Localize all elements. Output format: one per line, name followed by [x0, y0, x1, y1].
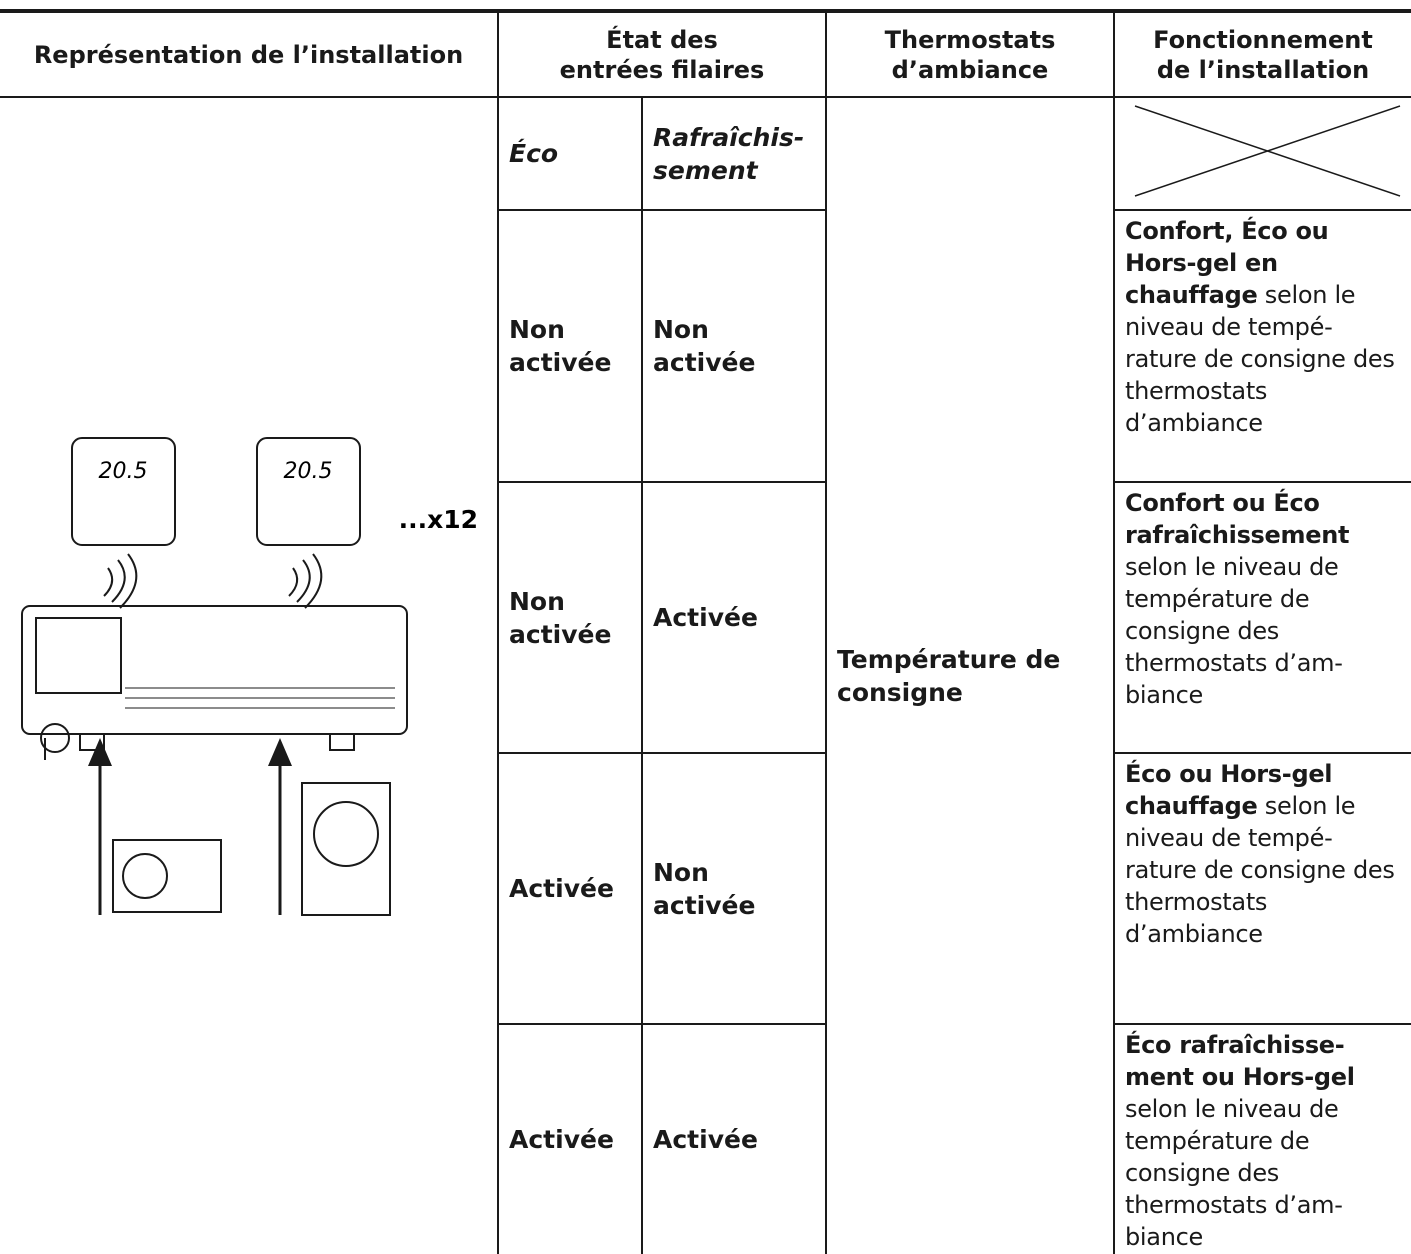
cell-text: Non activée: [653, 315, 756, 377]
rule: [497, 1023, 827, 1025]
rule: [497, 11, 499, 1254]
operation-bold: Éco rafraîchisse-ment ou Hors-gel: [1125, 1031, 1355, 1091]
cell-text: Activée: [653, 1125, 758, 1154]
cell-text: Activée: [653, 603, 758, 632]
rule: [497, 752, 827, 754]
cell-text: Activée: [509, 874, 614, 903]
header-text: Thermostats d’ambiance: [884, 25, 1056, 84]
rule: [0, 96, 1411, 98]
rule: [497, 209, 827, 211]
cell-text: Non activée: [653, 857, 756, 920]
cooling-cell: Activée: [643, 1025, 825, 1254]
subheader-text: Rafraîchis-sement: [653, 122, 805, 185]
subheader-cell: Éco: [499, 98, 641, 209]
rule: [497, 481, 827, 483]
subheader-text: Éco: [509, 139, 559, 168]
operation-text: selon le niveau de tempé-rature de consi…: [1125, 281, 1395, 437]
header-text: État des entrées filaires: [559, 25, 765, 84]
header-text: Représentation de l’installation: [33, 40, 464, 69]
operation-bold: Éco ou Hors-gel chauffage: [1125, 760, 1333, 820]
subheader-cell: Rafraîchis-sement: [643, 98, 825, 209]
operation-cell: Éco ou Hors-gel chauffage selon le nivea…: [1115, 754, 1411, 1023]
operation-text: selon le niveau de tempé-rature de consi…: [1125, 792, 1395, 948]
empty-cell-cross: [1134, 105, 1401, 197]
header-cell: État des entrées filaires: [499, 13, 825, 96]
header-cell: Thermostats d’ambiance: [827, 13, 1113, 96]
operation-bold: Confort ou Éco rafraîchissement: [1125, 489, 1350, 549]
device-count: ...x12: [399, 505, 478, 534]
operation-bold: Confort, Éco ou Hors-gel en chauffage: [1125, 217, 1329, 309]
cell-text: Activée: [509, 1125, 614, 1154]
header-cell: Représentation de l’installation: [0, 13, 497, 96]
rule: [641, 97, 643, 1254]
operation-cell: Éco rafraîchisse-ment ou Hors-gel selon …: [1115, 1025, 1411, 1254]
operation-text: selon le niveau de température de consig…: [1125, 1095, 1343, 1251]
rule: [1113, 1023, 1411, 1025]
header-text: Fonctionnement de l’installation: [1153, 25, 1373, 84]
rule: [825, 11, 827, 1254]
installation-illustration: 20.5 20.5 ...x12: [21, 437, 478, 916]
operation-cell: Confort, Éco ou Hors-gel en chauffage se…: [1115, 211, 1411, 481]
eco-cell: Activée: [499, 1025, 641, 1254]
operation-text: selon le niveau de température de consig…: [1125, 553, 1343, 709]
rule: [0, 9, 1411, 13]
rule: [1113, 11, 1115, 1254]
cooling-cell: Non activée: [643, 754, 825, 1023]
rule: [1113, 481, 1411, 483]
header-cell: Fonctionnement de l’installation: [1115, 13, 1411, 96]
thermostat-display: 20.5: [284, 459, 333, 484]
cooling-cell: Non activée: [643, 211, 825, 481]
eco-cell: Non activée: [499, 211, 641, 481]
eco-cell: Non activée: [499, 483, 641, 752]
rule: [1113, 209, 1411, 211]
cooling-cell: Activée: [643, 483, 825, 752]
operation-cell: Confort ou Éco rafraîchissement selon le…: [1115, 483, 1411, 752]
rule: [1113, 752, 1411, 754]
thermostat-cell: Température de consigne: [827, 98, 1113, 1254]
cell-text: Non activée: [509, 315, 612, 377]
eco-cell: Activée: [499, 754, 641, 1023]
cell-text: Non activée: [509, 586, 612, 649]
cell-text: Température de consigne: [837, 645, 1061, 707]
thermostat-display: 20.5: [99, 459, 148, 484]
